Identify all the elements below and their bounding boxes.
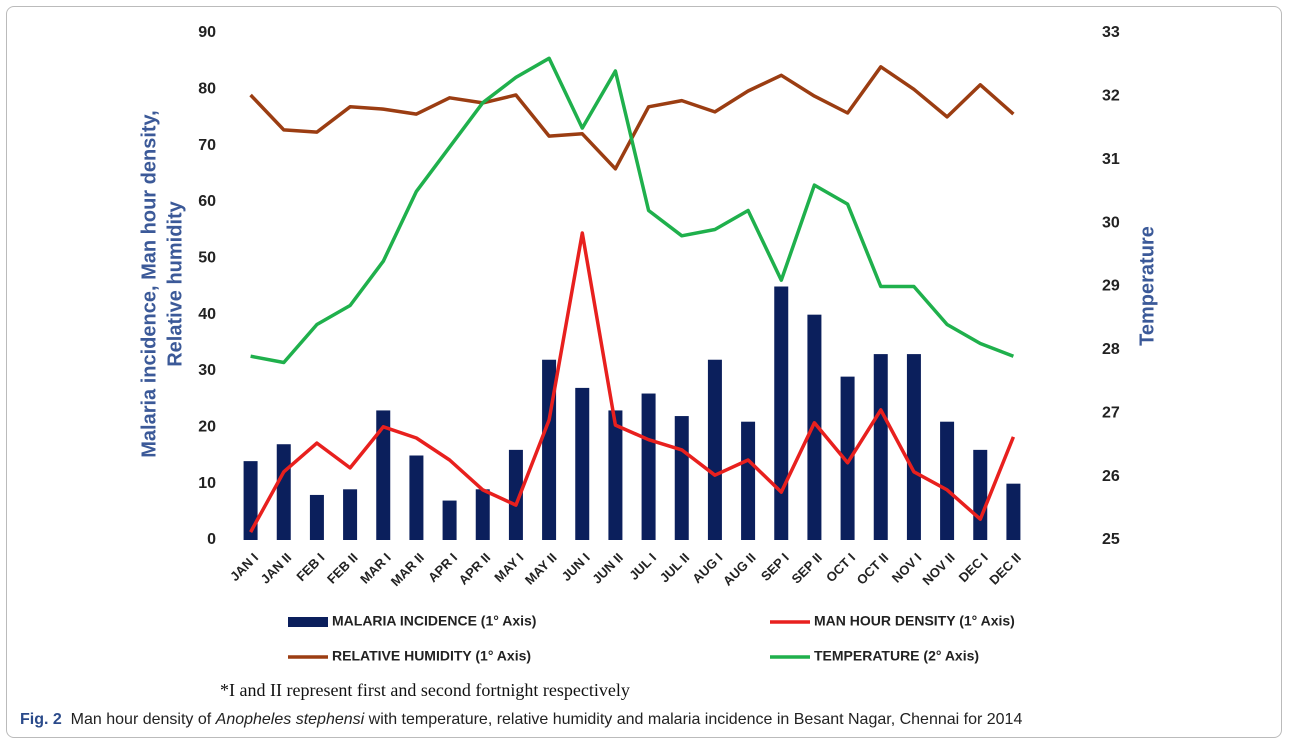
x-tick-label: NOV I — [889, 550, 925, 586]
line — [249, 231, 1016, 533]
x-tick-label: OCT I — [823, 550, 858, 585]
x-tick-label: JUL I — [626, 550, 659, 583]
legend-label: MALARIA INCIDENCE (1° Axis) — [332, 613, 536, 629]
x-tick-label: MAR I — [357, 550, 394, 587]
x-tick-label: SEP I — [758, 550, 792, 584]
y-axis-title: Malaria incidence, Man hour density, — [138, 110, 160, 458]
legend-label: MAN HOUR DENSITY (1° Axis) — [814, 613, 1015, 629]
x-tick-label: APR II — [456, 550, 494, 588]
x-tick-label: AUG II — [720, 550, 759, 589]
line — [250, 56, 1015, 365]
y2-tick-label: 33 — [1102, 24, 1120, 41]
y2-tick-label: 31 — [1102, 151, 1120, 168]
bar — [409, 455, 424, 540]
x-tick-label: DEC II — [986, 550, 1024, 588]
x-tick-label: MAY II — [522, 550, 560, 588]
caption-species: Anopheles stephensi — [215, 711, 365, 728]
bar — [243, 461, 258, 540]
bar — [508, 449, 523, 540]
caption: Fig. 2 Man hour density of Anopheles ste… — [20, 711, 1022, 729]
bar — [940, 421, 955, 540]
y-tick-label: 90 — [198, 24, 216, 41]
y-tick-label: 40 — [198, 306, 216, 323]
x-tick-label: JUL II — [657, 550, 692, 585]
bar — [707, 359, 722, 540]
y2-tick-label: 25 — [1102, 531, 1120, 548]
bar — [873, 354, 888, 540]
bar — [608, 410, 623, 540]
x-tick-label: JAN II — [258, 550, 295, 587]
bar — [906, 354, 921, 540]
bar — [442, 500, 457, 540]
legend-swatch — [288, 617, 328, 627]
bar — [376, 410, 391, 540]
caption-label: Fig. 2 — [20, 711, 62, 728]
footnote: *I and II represent first and second for… — [220, 680, 630, 700]
legend-label: RELATIVE HUMIDITY (1° Axis) — [332, 648, 531, 664]
legend-label: TEMPERATURE (2° Axis) — [814, 648, 979, 664]
x-tick-label: OCT II — [854, 550, 892, 588]
y2-tick-label: 27 — [1102, 404, 1120, 421]
bar — [475, 489, 490, 540]
y2-tick-label: 32 — [1102, 88, 1120, 105]
x-tick-label: MAR II — [388, 550, 427, 589]
y2-tick-label: 26 — [1102, 468, 1120, 485]
y-tick-label: 0 — [207, 531, 216, 548]
bar — [973, 449, 988, 540]
y-tick-label: 10 — [198, 475, 216, 492]
y-tick-label: 70 — [198, 137, 216, 154]
bar — [840, 376, 855, 540]
x-tick-label: SEP II — [788, 550, 825, 587]
y-tick-label: 20 — [198, 419, 216, 436]
y2-tick-label: 28 — [1102, 341, 1120, 358]
x-tick-label: FEB II — [324, 550, 361, 587]
y2-tick-label: 30 — [1102, 214, 1120, 231]
x-tick-label: MAY I — [491, 550, 526, 585]
bar — [1006, 483, 1021, 540]
caption-text: Man hour density of — [70, 711, 216, 728]
y-axis-title: Relative humidity — [164, 200, 186, 366]
bar — [575, 387, 590, 540]
bar — [774, 286, 789, 540]
x-tick-label: DEC I — [956, 550, 991, 585]
x-tick-label: JUN I — [559, 550, 593, 584]
x-tick-label: FEB I — [293, 550, 327, 584]
bar — [276, 444, 291, 540]
bar — [343, 489, 358, 540]
bar — [674, 416, 689, 540]
bar — [309, 494, 324, 540]
x-tick-label: NOV II — [919, 550, 957, 588]
bar — [807, 314, 822, 540]
x-tick-label: AUG I — [689, 550, 725, 586]
y-tick-label: 30 — [198, 362, 216, 379]
x-tick-label: APR I — [425, 550, 460, 585]
y-tick-label: 60 — [198, 193, 216, 210]
y-tick-label: 50 — [198, 250, 216, 267]
x-tick-label: JUN II — [589, 550, 626, 587]
figure-frame — [6, 6, 1282, 738]
bar — [641, 393, 656, 540]
x-tick-label: JAN I — [227, 550, 261, 584]
y2-tick-label: 29 — [1102, 278, 1120, 295]
line — [249, 65, 1015, 171]
bar — [741, 421, 756, 540]
caption-text: with temperature, relative humidity and … — [364, 711, 1023, 728]
y-tick-label: 80 — [198, 81, 216, 98]
y2-axis-title: Temperature — [1136, 226, 1158, 346]
